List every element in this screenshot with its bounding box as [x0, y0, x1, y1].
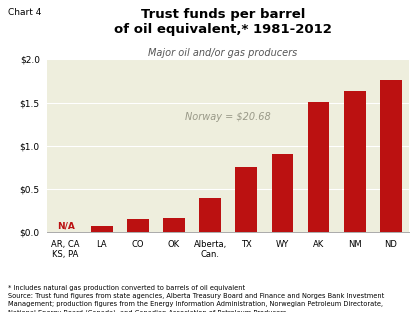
Text: Chart 4: Chart 4 — [8, 8, 42, 17]
Bar — [235, 167, 257, 232]
Text: Major oil and/or gas producers: Major oil and/or gas producers — [148, 48, 298, 58]
Bar — [91, 226, 112, 232]
Bar — [380, 80, 402, 232]
Text: * Includes natural gas production converted to barrels of oil equivalent
Source:: * Includes natural gas production conver… — [8, 285, 385, 312]
Text: N/A: N/A — [57, 221, 74, 230]
Bar — [199, 198, 221, 232]
Bar — [272, 154, 293, 232]
Text: Norway = $20.68: Norway = $20.68 — [185, 112, 271, 122]
Bar — [163, 218, 185, 232]
Text: Trust funds per barrel
of oil equivalent,* 1981-2012: Trust funds per barrel of oil equivalent… — [114, 8, 332, 36]
Bar — [127, 219, 149, 232]
Bar — [344, 91, 366, 232]
Bar — [308, 102, 330, 232]
